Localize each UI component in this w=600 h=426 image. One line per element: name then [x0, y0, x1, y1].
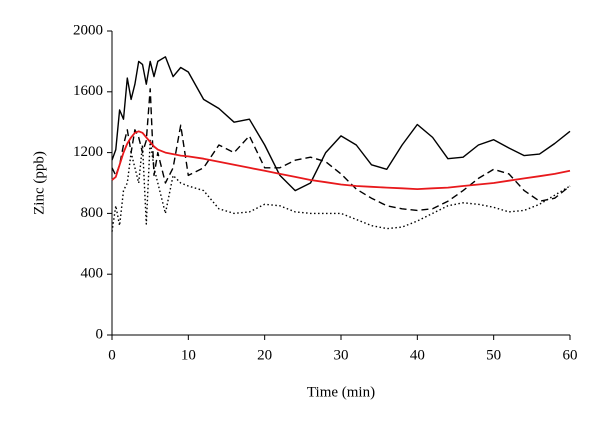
x-axis-label: Time (min): [307, 384, 375, 400]
series-line: [111, 56, 571, 192]
y-tick-label: 1200: [73, 144, 103, 160]
y-tick-label: 0: [96, 326, 104, 342]
series-line: [111, 88, 571, 212]
x-tick-label: 30: [334, 347, 349, 363]
y-tick-label: 800: [81, 205, 104, 221]
x-tick-label: 0: [108, 347, 116, 363]
x-tick-label: 50: [486, 347, 501, 363]
y-tick-label: 2000: [73, 22, 103, 38]
x-tick-label: 60: [563, 347, 578, 363]
y-tick-label: 1600: [73, 83, 103, 99]
x-tick-label: 20: [257, 347, 272, 363]
y-tick-label: 400: [81, 266, 104, 282]
series-line: [111, 130, 571, 190]
x-tick-label: 10: [181, 347, 196, 363]
series-line: [111, 139, 571, 232]
x-tick-label: 40: [410, 347, 425, 363]
y-axis-label: Zinc (ppb): [31, 151, 47, 215]
